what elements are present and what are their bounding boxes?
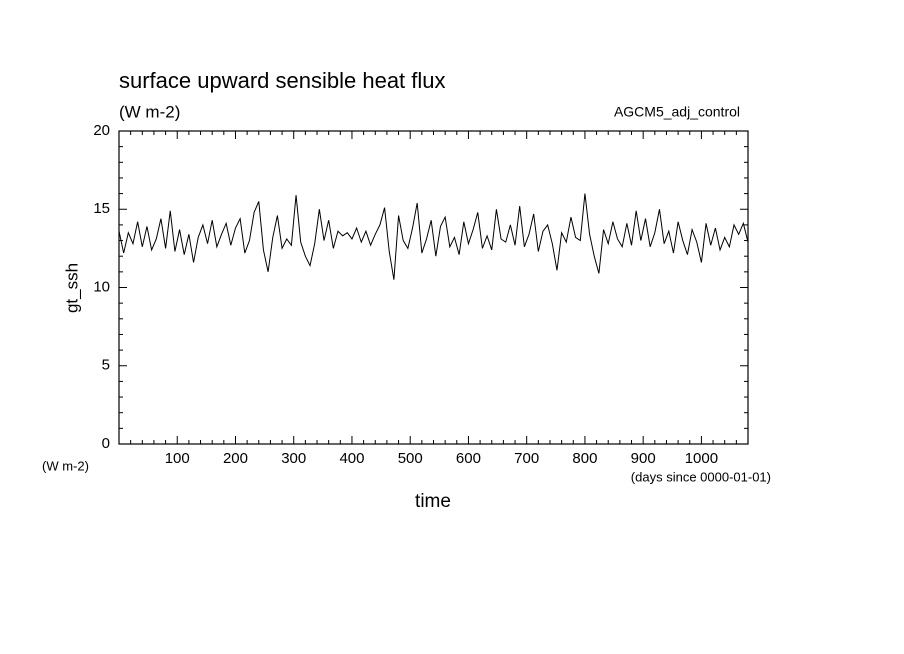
x-axis-unit: (days since 0000-01-01): [631, 469, 771, 484]
y-axis-unit: (W m-2): [42, 458, 89, 473]
x-tick-label: 900: [631, 450, 656, 467]
y-tick-label: 15: [93, 200, 110, 217]
chart-title: surface upward sensible heat flux: [119, 68, 446, 93]
y-tick-label: 0: [102, 435, 110, 452]
x-tick-label: 800: [572, 450, 597, 467]
annotation: AGCM5_adj_control: [614, 104, 740, 120]
x-axis-label: time: [415, 491, 451, 512]
x-tick-label: 200: [223, 450, 248, 467]
x-tick-label: 300: [281, 450, 306, 467]
y-axis-label: gt_ssh: [62, 263, 81, 313]
plot-frame: [118, 130, 749, 445]
x-tick-label: 1000: [685, 450, 718, 467]
x-tick-label: 600: [456, 450, 481, 467]
data-line: [118, 193, 749, 280]
chart-subtitle: (W m-2): [119, 102, 180, 121]
x-tick-label: 400: [339, 450, 364, 467]
y-tick-label: 5: [102, 357, 110, 374]
x-tick-label: 100: [165, 450, 190, 467]
y-tick-label: 20: [93, 122, 110, 139]
x-tick-label: 700: [514, 450, 539, 467]
y-tick-label: 10: [93, 278, 110, 295]
x-tick-label: 500: [398, 450, 423, 467]
